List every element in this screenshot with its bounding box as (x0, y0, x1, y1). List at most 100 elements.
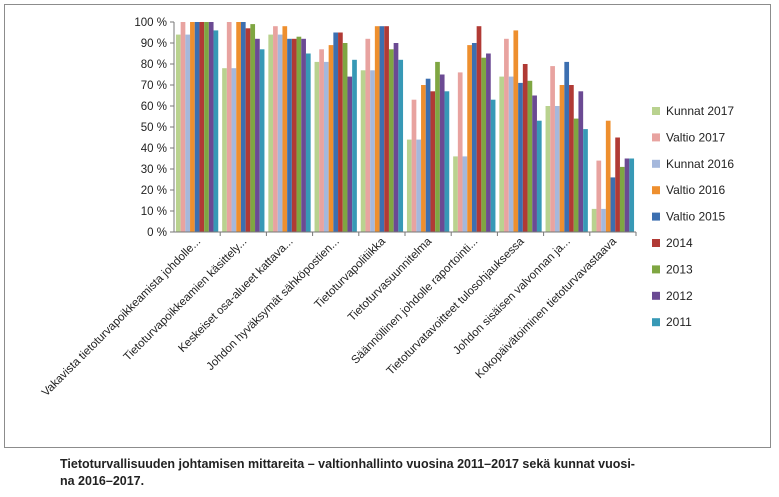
legend-label: 2013 (666, 262, 693, 276)
bar (439, 74, 445, 232)
legend-label: Valtio 2015 (666, 210, 725, 224)
bar (282, 26, 288, 233)
bar (490, 99, 496, 232)
bar (605, 120, 611, 232)
bar (374, 26, 380, 233)
legend-swatch (652, 239, 660, 247)
bar (259, 49, 265, 232)
bar (222, 68, 227, 232)
legend-label: Kunnat 2017 (666, 104, 734, 118)
bar (213, 30, 219, 233)
bar (388, 49, 394, 232)
x-tick-label: Vakavista tietoturvapoikkeamista johdoll… (40, 236, 203, 399)
bar (384, 26, 389, 233)
bar (416, 139, 422, 232)
bar (393, 43, 399, 232)
bar (550, 66, 555, 232)
y-tick-label: 10 % (141, 206, 167, 218)
bar (185, 34, 191, 232)
y-tick-label: 40 % (141, 143, 167, 155)
bar (296, 36, 302, 233)
bar (573, 118, 579, 232)
bar (255, 38, 260, 232)
y-tick-label: 80 % (141, 59, 167, 71)
bar (629, 158, 635, 232)
bar (508, 76, 514, 232)
bar (457, 72, 463, 233)
y-tick-label: 0 % (147, 227, 167, 239)
bar (323, 61, 329, 233)
bar (421, 85, 426, 232)
bar (527, 80, 533, 232)
bar (504, 38, 509, 232)
bar (430, 91, 436, 232)
y-tick-label: 90 % (141, 38, 167, 50)
bar-chart: 0 % 10 % 20 % 30 % 40 % 50 % 60 % 70 % 80 % 90 % 1… (40, 17, 735, 399)
bar (352, 59, 357, 232)
bar (328, 45, 334, 232)
bar (481, 57, 487, 233)
bar (564, 61, 570, 233)
y-tick-label: 20 % (141, 185, 167, 197)
bar (236, 22, 241, 232)
bar (194, 22, 200, 232)
bar (398, 59, 404, 232)
bar (536, 120, 542, 232)
bar (596, 160, 602, 232)
bar (204, 22, 209, 232)
bar (365, 38, 371, 232)
chart-frame: 0 % 10 % 20 % 30 % 40 % 50 % 60 % 70 % 80 % 90 % 1… (4, 4, 771, 448)
bar (486, 53, 491, 232)
bar (559, 85, 565, 232)
bar (342, 43, 348, 232)
bar (601, 208, 606, 232)
legend-label: Valtio 2017 (666, 130, 725, 144)
bar (287, 38, 292, 232)
bar (554, 106, 560, 232)
bar (444, 91, 450, 232)
bar (245, 28, 251, 232)
bar (425, 78, 431, 232)
legend-swatch (652, 212, 660, 221)
bar (370, 70, 375, 232)
bar (435, 61, 440, 233)
bar (208, 22, 214, 232)
legend-swatch (652, 186, 660, 195)
x-tick-label: Tietoturvasuunnitelma (346, 235, 435, 324)
legend-swatch (652, 265, 660, 274)
bar (268, 34, 274, 232)
legend-swatch (652, 159, 660, 168)
bar (476, 26, 482, 233)
legend-swatch (652, 318, 660, 327)
y-tick-label: 100 % (134, 17, 167, 29)
bar (314, 61, 320, 233)
bar (624, 158, 630, 232)
bar (406, 139, 412, 232)
y-axis: 0 % 10 % 20 % 30 % 40 % 50 % 60 % 70 % 80 % 90 % 1… (134, 17, 175, 239)
bar (583, 129, 588, 232)
bar (190, 22, 195, 232)
figure-caption: Tietoturvallisuuden johtamisen mittareit… (60, 456, 760, 490)
caption-line-2: na 2016–2017. (60, 474, 145, 488)
bar (569, 85, 574, 232)
bar (347, 76, 353, 232)
legend: Kunnat 2017 Valtio 2017 Kunnat 2016 Valtio … (652, 104, 734, 329)
bar (462, 156, 468, 232)
legend-label: 2012 (666, 289, 693, 303)
bar (610, 177, 616, 232)
bar (305, 53, 311, 232)
bar (619, 166, 625, 232)
legend-swatch (652, 107, 660, 115)
bar (532, 95, 537, 232)
bar (250, 24, 256, 232)
bar (277, 34, 283, 232)
y-tick-label: 60 % (141, 101, 167, 113)
bar (499, 76, 505, 232)
bar (522, 64, 528, 232)
legend-swatch (652, 291, 660, 300)
bar (518, 82, 523, 233)
bar (467, 45, 472, 232)
bar (360, 70, 366, 232)
legend-swatch (652, 133, 660, 142)
bar (319, 49, 324, 232)
